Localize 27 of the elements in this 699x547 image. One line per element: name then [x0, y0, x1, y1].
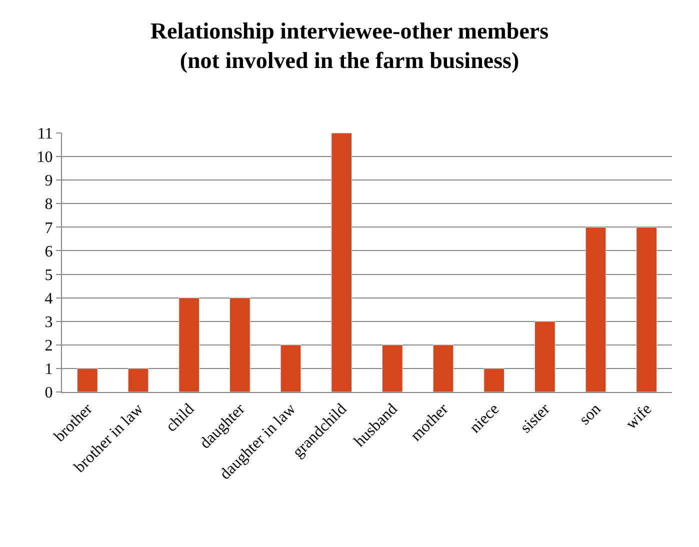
bar	[178, 298, 200, 392]
y-tick-label: 10	[36, 149, 53, 166]
bar	[280, 344, 302, 392]
bar	[128, 368, 149, 392]
y-tick-label: 1	[44, 361, 53, 378]
bar	[382, 344, 403, 392]
bar	[636, 226, 657, 392]
bar	[230, 298, 250, 392]
bar	[432, 344, 454, 392]
y-tick-label: 9	[44, 172, 53, 190]
x-tick-label: wife	[622, 400, 656, 433]
y-tick-label: 11	[37, 126, 53, 143]
y-tick-label: 4	[44, 290, 53, 308]
x-tick-label: son	[576, 400, 604, 428]
y-tick-label: 2	[44, 338, 53, 355]
bar	[331, 133, 352, 392]
y-tick-label: 8	[44, 196, 53, 214]
y-tick-label: 5	[44, 266, 53, 284]
bar	[77, 368, 98, 392]
bar	[484, 368, 504, 392]
y-tick-label: 6	[44, 243, 53, 260]
bar	[534, 321, 556, 392]
y-tick-label: 3	[44, 314, 53, 331]
y-tick-label: 7	[44, 220, 53, 237]
chart-title: Relationship interviewee-other members (not involved in the farm business)	[150, 18, 549, 74]
bar	[585, 226, 606, 392]
y-tick-label: 0	[44, 384, 53, 402]
